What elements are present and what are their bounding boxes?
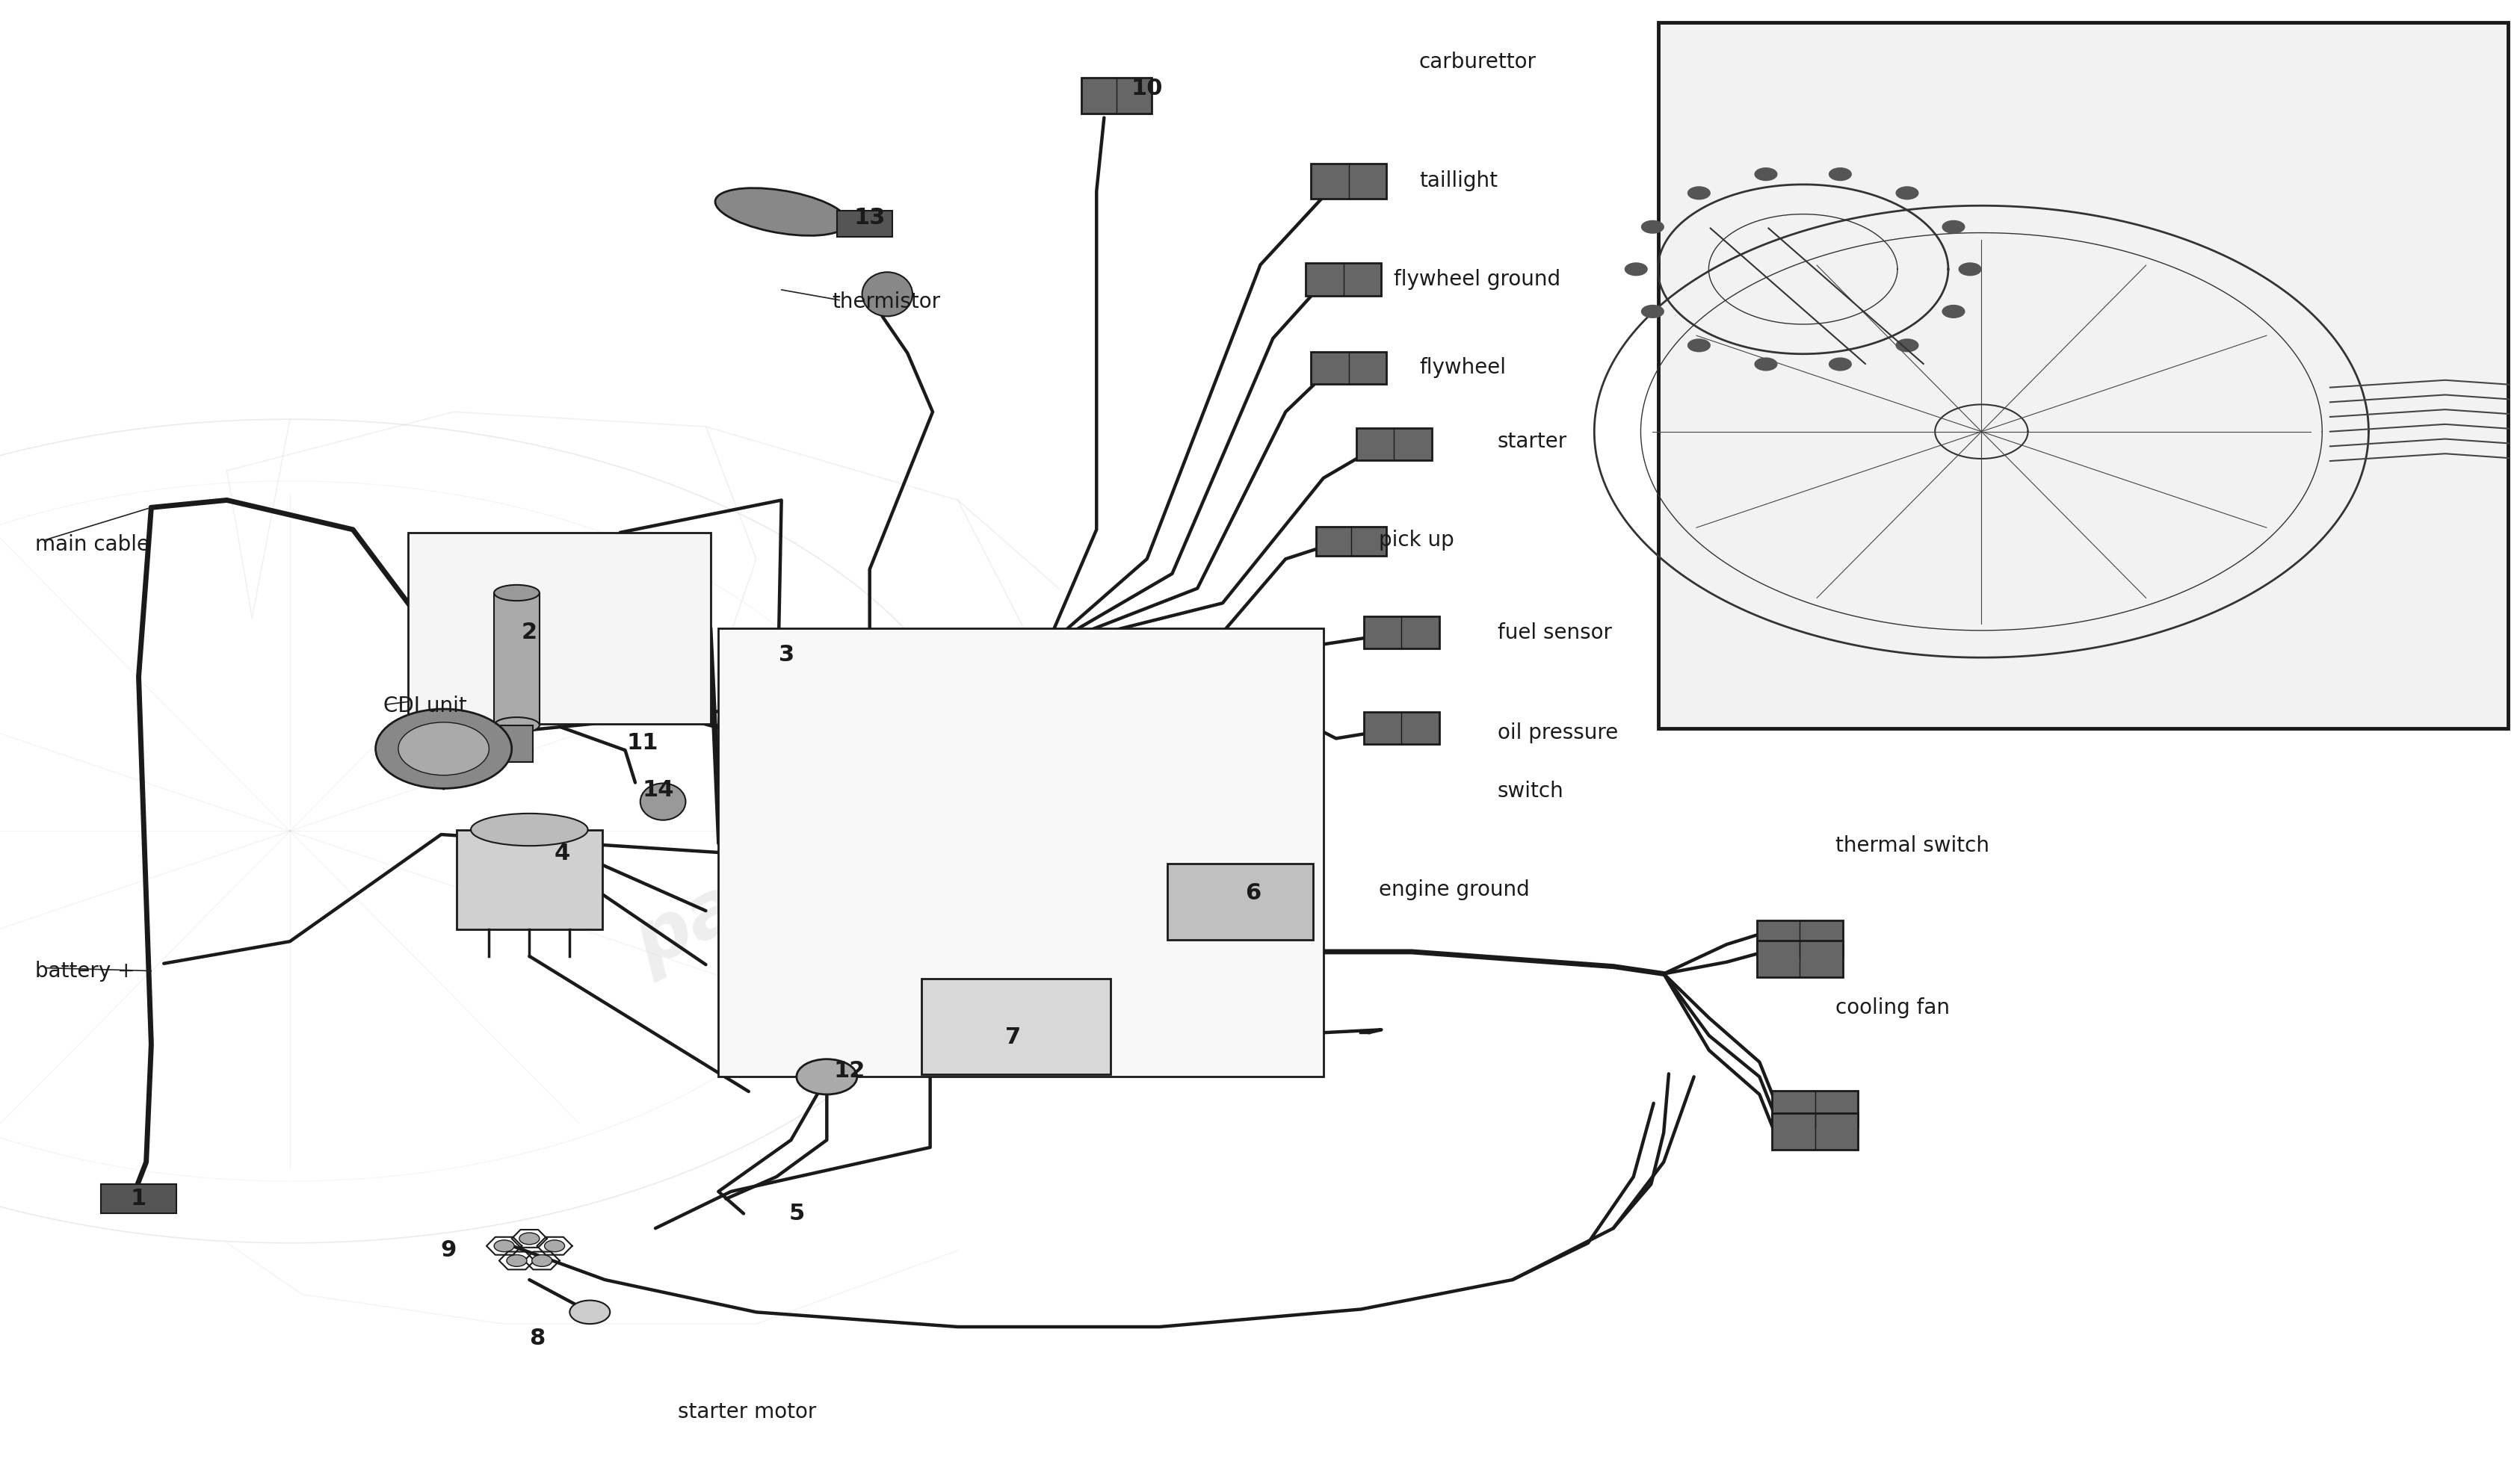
Text: 4: 4	[554, 843, 570, 863]
Bar	[1658, 22, 2507, 728]
Bar	[718, 628, 1323, 1077]
Text: 2: 2	[522, 622, 537, 643]
Bar	[1310, 163, 1386, 199]
Text: thermal switch: thermal switch	[1835, 836, 1988, 856]
Circle shape	[1940, 304, 1966, 318]
Text: CDI unit: CDI unit	[383, 696, 466, 716]
Text: partsrepublik: partsrepublik	[622, 665, 1192, 983]
Text: 10: 10	[1131, 78, 1162, 99]
Circle shape	[1827, 357, 1852, 371]
Bar	[456, 830, 602, 930]
Circle shape	[507, 1255, 527, 1267]
Text: carburettor: carburettor	[1419, 51, 1537, 72]
Bar	[1167, 863, 1313, 940]
Text: starter motor: starter motor	[678, 1402, 816, 1422]
Bar	[408, 533, 711, 724]
Text: 3: 3	[779, 644, 794, 665]
Circle shape	[532, 1255, 552, 1267]
Text: oil pressure: oil pressure	[1497, 722, 1618, 743]
Text: 8: 8	[529, 1328, 544, 1349]
Circle shape	[1641, 221, 1663, 234]
Circle shape	[1940, 221, 1966, 234]
Circle shape	[1958, 262, 1981, 277]
Circle shape	[375, 709, 512, 788]
Bar	[1772, 1112, 1857, 1150]
Text: 12: 12	[834, 1061, 864, 1081]
Text: 5: 5	[789, 1203, 804, 1224]
Text: 6: 6	[1245, 883, 1260, 903]
Circle shape	[1827, 168, 1852, 181]
Text: 11: 11	[627, 733, 658, 753]
Text: cooling fan: cooling fan	[1835, 997, 1948, 1018]
Circle shape	[1623, 262, 1648, 277]
Ellipse shape	[640, 783, 685, 819]
Bar	[1756, 921, 1842, 956]
Text: 1: 1	[131, 1189, 146, 1209]
Circle shape	[544, 1240, 564, 1252]
Bar	[494, 593, 539, 725]
Ellipse shape	[494, 718, 539, 733]
Text: taillight: taillight	[1419, 171, 1497, 191]
Circle shape	[1895, 338, 1918, 352]
Circle shape	[1754, 357, 1777, 371]
Bar	[1756, 941, 1842, 977]
Circle shape	[398, 722, 489, 775]
Text: main cable: main cable	[35, 534, 149, 555]
Text: thermistor: thermistor	[832, 291, 940, 312]
Text: 9: 9	[441, 1240, 456, 1261]
Ellipse shape	[471, 813, 587, 846]
Bar	[1081, 78, 1152, 113]
Circle shape	[1686, 338, 1711, 352]
Bar	[101, 1184, 176, 1214]
Bar	[1772, 1091, 1857, 1127]
Bar	[1315, 527, 1386, 556]
Bar	[501, 725, 532, 762]
Text: starter: starter	[1497, 431, 1567, 452]
Text: fuel sensor: fuel sensor	[1497, 622, 1610, 643]
Text: switch: switch	[1497, 781, 1562, 802]
Circle shape	[570, 1300, 610, 1324]
Circle shape	[494, 1240, 514, 1252]
Circle shape	[519, 1233, 539, 1244]
Bar	[1363, 712, 1439, 744]
Bar	[922, 980, 1111, 1074]
Ellipse shape	[716, 188, 847, 235]
Text: 14: 14	[643, 780, 673, 800]
Ellipse shape	[494, 585, 539, 600]
Bar	[837, 210, 892, 237]
Text: pick up: pick up	[1378, 530, 1454, 550]
Text: battery +: battery +	[35, 961, 136, 981]
Circle shape	[796, 1059, 857, 1094]
Bar	[1356, 428, 1431, 460]
Circle shape	[1641, 304, 1663, 318]
Ellipse shape	[862, 272, 912, 316]
Text: flywheel: flywheel	[1419, 357, 1504, 378]
Circle shape	[1686, 187, 1711, 200]
Bar	[1363, 616, 1439, 649]
Bar	[1310, 352, 1386, 384]
Circle shape	[1895, 187, 1918, 200]
Text: engine ground: engine ground	[1378, 880, 1530, 900]
Text: 13: 13	[854, 207, 885, 228]
Text: 7: 7	[1005, 1027, 1021, 1047]
Bar	[1305, 263, 1381, 296]
Circle shape	[1754, 168, 1777, 181]
Text: flywheel ground: flywheel ground	[1394, 269, 1560, 290]
